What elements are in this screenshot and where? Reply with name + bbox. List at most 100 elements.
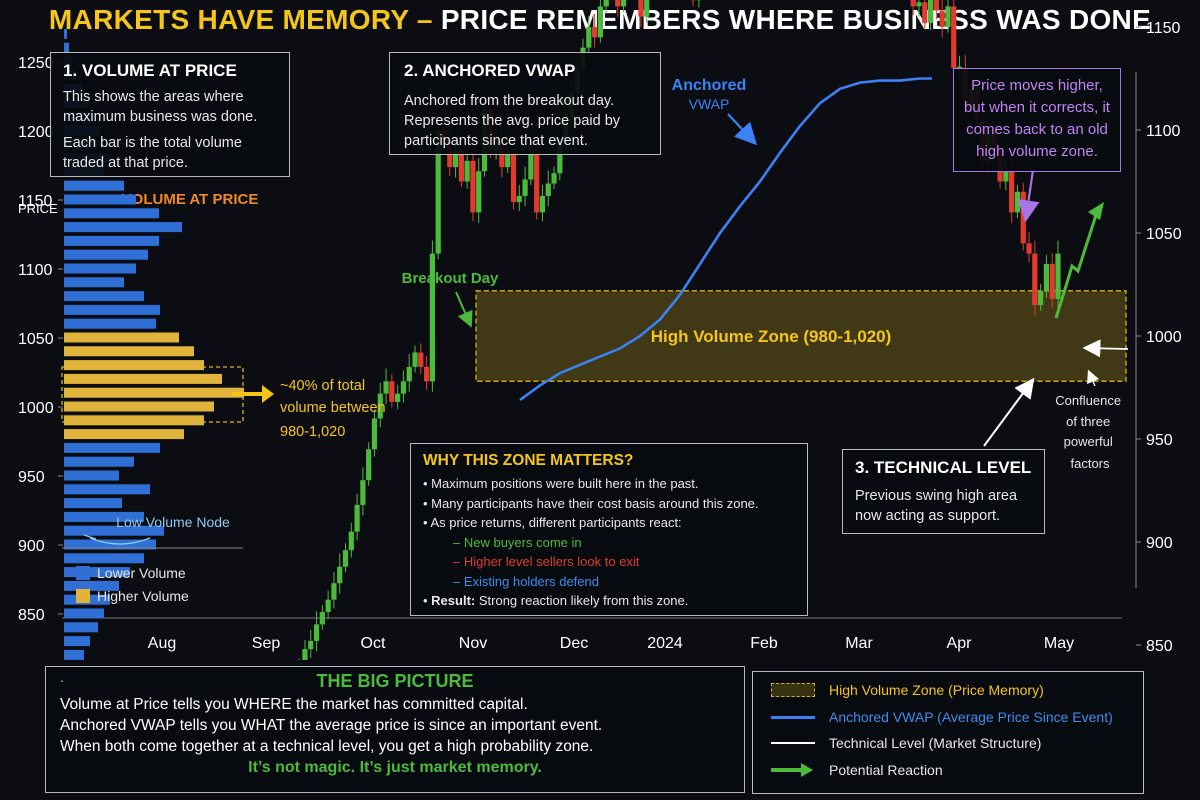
candle-body [522,179,528,196]
candle-body [354,504,360,532]
candle-body [360,480,366,505]
why-sub-3: – Existing holders defend [453,573,599,589]
legend-high-swatch [76,589,90,603]
candle-body [400,381,407,394]
x-tick-label: Feb [750,635,778,652]
candle-body [406,366,412,382]
right-tick-label: 850 [1146,638,1173,655]
candle-body [933,0,939,11]
candle-body [939,10,945,27]
vap-bar-low [64,194,136,205]
candle-body [1014,191,1021,213]
legend-high-label: Higher Volume [97,588,189,604]
candle-body [910,0,916,7]
candle-body [951,6,957,69]
candle-body [516,195,522,203]
big-picture-line1: Volume at Price tells you WHERE the mark… [60,696,528,713]
vap-bar-low [64,249,148,260]
vap-bar-low [64,636,90,647]
why-list: • Maximum positions were built here in t… [423,474,795,611]
candle-body [534,154,540,213]
candle-body [615,0,621,7]
legend-zone-label: High Volume Zone (Price Memory) [829,682,1044,698]
big-picture-line2: Anchored VWAP tells you WHAT the average… [60,717,603,734]
vap-callout-text: ~40% of total volume between 980-1,020 [280,378,390,440]
vap-bar-low [64,608,104,619]
lvn-arrow [83,534,97,540]
candle-body [337,566,343,584]
candle-body [603,0,609,7]
x-tick-label: Apr [947,635,973,652]
candle-body [586,27,592,48]
candle-body [945,6,951,28]
vap-bar-high [64,360,204,371]
price-axis-title: PRICE [18,201,58,216]
candle-body [319,612,325,625]
potential-reaction-arrowhead [1088,202,1104,220]
lvn-brace [89,537,151,545]
legend-avwap-label: Anchored VWAP (Average Price Since Event… [829,709,1113,725]
vap-bar-low [64,553,144,564]
breakout-arrow [455,291,473,328]
confluence-arrow [1087,369,1100,387]
left-tick-label: 1000 [18,400,54,417]
candle-body [389,381,395,402]
candle-body [528,154,534,180]
vap-bar-low [64,539,156,550]
legend-reaction: Potential Reaction [771,762,943,778]
legend-zone-swatch [771,683,815,697]
candle-body [412,352,418,367]
vap-bar-low [64,580,119,591]
candle-body [545,183,551,196]
box2-heading: 2. ANCHORED VWAP [404,61,576,80]
candle-body [302,649,308,660]
page-title: MARKETS HAVE MEMORY – PRICE REMEMBERS WH… [0,4,1200,36]
left-tick-label: 850 [18,607,45,624]
right-tick-label: 900 [1146,535,1173,552]
candle-body [325,599,331,613]
candle-body [1055,253,1061,299]
vap-bar-low [64,567,130,578]
x-tick-label: Sep [252,635,281,652]
candle-body [342,550,349,567]
big-picture-line3: When both come together at a technical l… [60,738,594,755]
legend-avwap: Anchored VWAP (Average Price Since Event… [771,709,1113,725]
candle-body [1026,243,1032,254]
vap-bar-low [64,304,160,315]
vap-bar-low [64,263,136,274]
why-sub-2: – Higher level sellers look to exit [453,554,640,569]
vwap-label: VWAP [689,96,730,112]
vap-bar-high [64,415,204,426]
x-axis-labels: Aug Sep Oct Nov Dec 2024 Feb Mar Apr May [148,635,1074,652]
left-tick-label: 1250 [18,55,54,72]
candle-body [1038,290,1044,306]
confluence-text: Confluence of three powerful factors [1055,393,1124,471]
candle-body [348,531,354,551]
candle-body [505,154,511,168]
big-picture-heading: THE BIG PICTURE [316,671,474,691]
candle-body [638,0,644,17]
left-tick-label: 1050 [18,331,54,348]
candle-body [308,640,314,650]
candle-body [597,6,603,38]
legend-reaction-arrow-icon [771,763,815,777]
right-tick-label: 950 [1146,432,1173,449]
x-tick-label: May [1044,635,1074,652]
left-tick-label: 1200 [18,124,54,141]
vap-bar-low [64,222,182,233]
box1-line1: This shows the areas where maximum busin… [63,89,258,125]
candle-body [1003,171,1009,182]
vap-bar-low [64,318,156,329]
x-tick-label: Nov [459,635,487,652]
legend-technical-label: Technical Level (Market Structure) [829,735,1042,751]
legend-technical-swatch [771,742,815,744]
box2-text: Anchored from the breakout day. Represen… [404,93,621,149]
box3-heading: 3. TECHNICAL LEVEL [855,458,1032,477]
title-dash: – [408,4,441,35]
vap-bar-low [64,525,164,536]
zone-pointer-arrow [1082,339,1129,358]
candle-body [395,393,401,402]
lvn-label: Low Volume Node [116,514,230,530]
why-bullet-2: • Many participants have their cost basi… [423,495,759,511]
